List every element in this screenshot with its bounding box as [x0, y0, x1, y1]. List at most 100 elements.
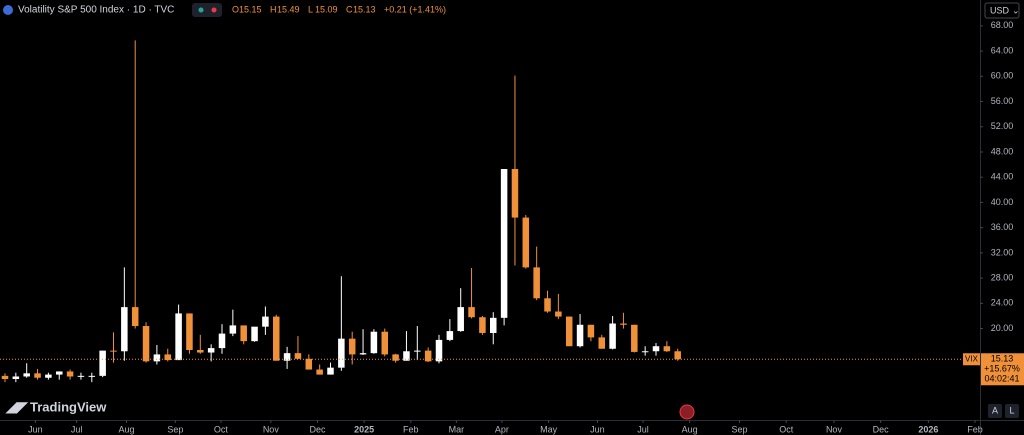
candle-body [500, 169, 508, 318]
log-button[interactable] [1005, 404, 1019, 418]
ohlc-value: 15.09 [315, 4, 338, 14]
x-tick-label: Nov [826, 424, 843, 434]
symbol-label: VIX [965, 354, 979, 363]
chart-title: Volatility S&P 500 Index · 1D · TVC [18, 5, 174, 16]
market-dot [198, 7, 204, 13]
x-tick-label: Jun [590, 424, 605, 434]
candle-body [381, 331, 389, 355]
x-tick-label: Aug [119, 424, 135, 434]
candle-body [327, 367, 334, 375]
y-tick-label: 64.00 [991, 45, 1014, 55]
candle-body [23, 373, 30, 377]
candle-body [251, 326, 258, 342]
candle-body [305, 358, 313, 370]
y-tick-label: 40.00 [991, 197, 1014, 207]
flag-icon [3, 5, 13, 15]
candle-body [262, 316, 269, 327]
candle-body [565, 316, 573, 347]
ohlc-letter: L [308, 4, 313, 14]
y-tick-label: 44.00 [991, 172, 1014, 182]
event-flag[interactable] [679, 404, 695, 420]
candle-body [490, 317, 497, 333]
candle-body [142, 326, 150, 362]
candle-body [620, 323, 627, 325]
auto-button[interactable] [988, 404, 1002, 418]
y-tick-label: 60.00 [991, 71, 1014, 81]
candle-body [446, 331, 454, 340]
candle-body [121, 307, 128, 352]
candle-body [12, 376, 20, 380]
brand: ◢◤ [5, 399, 29, 415]
x-tick-label: Aug [682, 424, 698, 434]
ohlc-letter: C [346, 4, 353, 14]
ohlc-value: 15.13 [353, 4, 376, 14]
ohlc-letter: H [270, 4, 277, 14]
candle-body [99, 350, 106, 376]
x-tick-label: 2026 [918, 424, 938, 434]
candle-body [609, 323, 616, 349]
candle-body [218, 333, 226, 349]
auto-label: A [992, 405, 998, 415]
candle-body [164, 354, 172, 361]
y-tick-label: 56.00 [991, 96, 1014, 106]
y-tick-label: 36.00 [991, 222, 1014, 232]
y-tick-label: 28.00 [991, 272, 1014, 282]
candle-body [240, 325, 247, 342]
candle-body [555, 311, 562, 317]
brand-name: TradingView [30, 399, 107, 414]
ohlc-value: 15.49 [277, 4, 300, 14]
price-label: 15.13 [991, 354, 1014, 364]
candle-body [674, 351, 681, 360]
candle-body [403, 351, 410, 361]
candle-body [631, 324, 638, 352]
candle-body [153, 354, 161, 362]
candle-body [45, 374, 52, 378]
y-tick-label: 20.00 [991, 323, 1014, 333]
candle-body [359, 353, 367, 355]
currency: USD [990, 5, 1010, 15]
candle-body [435, 339, 443, 362]
candle-body [34, 373, 41, 378]
candle-body [587, 324, 595, 338]
candle-body [77, 375, 85, 377]
x-tick-label: Jul [71, 424, 83, 434]
candle-body [511, 169, 519, 218]
candle-body [370, 331, 378, 354]
candle-body [392, 354, 399, 361]
x-tick-label: Mar [449, 424, 465, 434]
candle-body [283, 353, 291, 361]
candle-body [229, 325, 237, 334]
currency-button[interactable] [984, 2, 1020, 19]
plot [1, 40, 681, 383]
candle-body [652, 346, 660, 352]
x-tick-label: Jun [28, 424, 43, 434]
x-tick-label: Sep [732, 424, 748, 434]
candle-body [175, 313, 182, 361]
currency-caret: ⌄ [1012, 5, 1020, 15]
log-label: L [1009, 405, 1014, 415]
x-tick-label: Dec [873, 424, 890, 434]
candle-body [88, 375, 96, 377]
candle-body [468, 307, 475, 318]
candle-body [424, 350, 432, 362]
x-tick-label: May [540, 424, 558, 434]
candle-body [598, 337, 606, 349]
candle-body [316, 369, 323, 375]
y-tick-label: 24.00 [991, 298, 1014, 308]
x-tick-label: Oct [214, 424, 229, 434]
candle-body [110, 350, 117, 352]
candle-body [186, 313, 193, 350]
price-change: +15.67% [984, 364, 1020, 374]
y-tick-label: 52.00 [991, 121, 1014, 131]
ohlc-value: 15.15 [239, 4, 262, 14]
candle-body [663, 346, 671, 352]
candle-body [338, 338, 345, 368]
status-pill[interactable] [192, 3, 222, 17]
candle-body [1, 375, 9, 380]
x-tick-label: Oct [779, 424, 794, 434]
candle-body [522, 217, 530, 268]
candle-body [641, 351, 649, 353]
candle-body [544, 298, 551, 312]
